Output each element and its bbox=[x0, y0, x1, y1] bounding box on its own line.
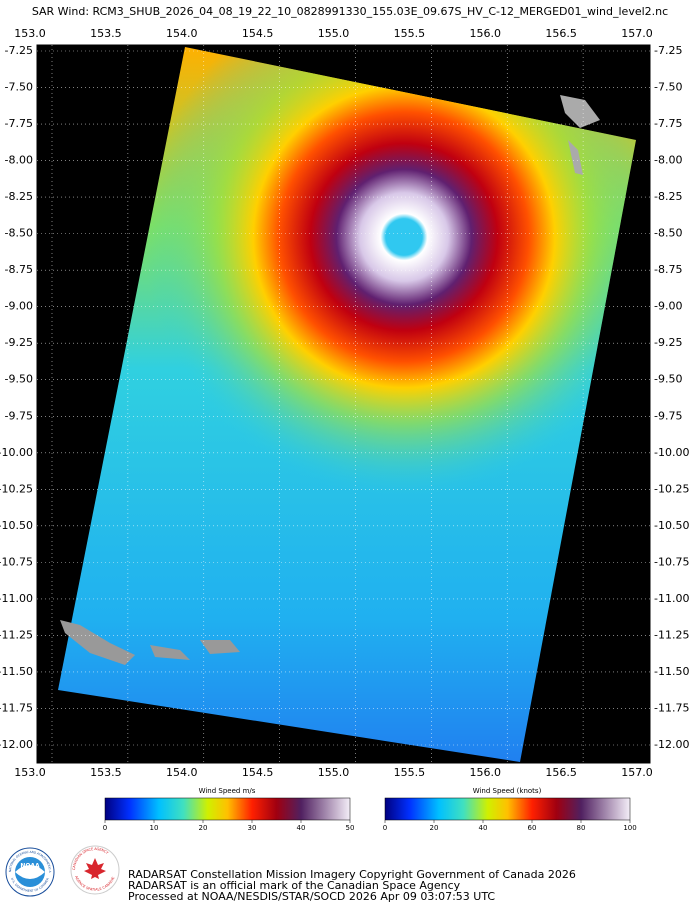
lat-tick-label: -7.75 bbox=[654, 117, 682, 130]
colorbar-tick-label: 0 bbox=[383, 824, 387, 832]
lat-tick-label: -9.00 bbox=[654, 300, 682, 313]
lon-tick-label: 157.0 bbox=[621, 766, 653, 779]
lon-tick-label: 154.5 bbox=[242, 27, 274, 40]
islands bbox=[560, 95, 600, 175]
colorbar-tick-label: 60 bbox=[528, 824, 537, 832]
lat-tick-label: -10.50 bbox=[0, 519, 33, 532]
lat-tick-label: -11.50 bbox=[654, 665, 689, 678]
lat-tick-label: -8.00 bbox=[654, 154, 682, 167]
lon-tick-label: 156.5 bbox=[545, 766, 577, 779]
lat-tick-label: -8.50 bbox=[654, 227, 682, 240]
lon-tick-label: 154.0 bbox=[166, 766, 198, 779]
lat-tick-label: -7.75 bbox=[5, 117, 33, 130]
colorbar-tick-label: 100 bbox=[623, 824, 636, 832]
lon-tick-label: 153.5 bbox=[90, 27, 122, 40]
lat-tick-label: -8.75 bbox=[5, 263, 33, 276]
storm-wind-field bbox=[58, 47, 636, 762]
lat-tick-label: -7.25 bbox=[5, 44, 33, 57]
lon-tick-label: 155.0 bbox=[318, 766, 350, 779]
lat-tick-label: -9.25 bbox=[5, 336, 33, 349]
lat-tick-label: -8.00 bbox=[5, 154, 33, 167]
lat-tick-label: -10.00 bbox=[654, 446, 689, 459]
colorbar-tick-label: 20 bbox=[199, 824, 208, 832]
lat-tick-label: -11.00 bbox=[0, 592, 33, 605]
colorbar-tick-label: 40 bbox=[479, 824, 488, 832]
footer-line: RADARSAT is an official mark of the Cana… bbox=[128, 879, 461, 892]
colorbar-label: Wind Speed (knots) bbox=[473, 787, 542, 795]
footer-line: Processed at NOAA/NESDIS/STAR/SOCD 2026 … bbox=[128, 890, 495, 903]
colorbar-tick-label: 0 bbox=[103, 824, 107, 832]
noaa-text: NOAA bbox=[20, 863, 40, 870]
lat-tick-label: -11.75 bbox=[654, 701, 689, 714]
colorbar-tick-label: 30 bbox=[248, 824, 257, 832]
colorbar-label: Wind Speed m/s bbox=[199, 787, 256, 795]
colorbar-tick-label: 50 bbox=[346, 824, 355, 832]
colorbar-tick-label: 40 bbox=[297, 824, 306, 832]
lon-tick-label: 156.0 bbox=[470, 766, 502, 779]
lat-tick-label: -12.00 bbox=[0, 738, 33, 751]
colorbar-ramp bbox=[384, 797, 631, 821]
lon-tick-label: 154.0 bbox=[166, 27, 198, 40]
lat-tick-label: -9.50 bbox=[654, 373, 682, 386]
lat-tick-label: -11.50 bbox=[0, 665, 33, 678]
lon-tick-label: 156.5 bbox=[545, 27, 577, 40]
lat-tick-label: -9.00 bbox=[5, 300, 33, 313]
lat-tick-label: -9.75 bbox=[5, 409, 33, 422]
map-border bbox=[36, 44, 651, 764]
maple-leaf bbox=[84, 858, 106, 879]
colorbar-tick-label: 80 bbox=[577, 824, 586, 832]
lat-tick-label: -7.25 bbox=[654, 44, 682, 57]
map bbox=[36, 44, 651, 764]
colorbar-ramp bbox=[104, 797, 351, 821]
lon-tick-label: 155.5 bbox=[394, 766, 426, 779]
lat-tick-label: -11.25 bbox=[0, 628, 33, 641]
lat-tick-label: -7.50 bbox=[654, 81, 682, 94]
colorbar-tick-label: 20 bbox=[430, 824, 439, 832]
lon-tick-label: 153.5 bbox=[90, 766, 122, 779]
lat-tick-label: -9.75 bbox=[654, 409, 682, 422]
lat-tick-label: -9.25 bbox=[654, 336, 682, 349]
lat-tick-label: -8.50 bbox=[5, 227, 33, 240]
colorbar: Wind Speed m/s Wind Speed (knots) bbox=[104, 787, 631, 821]
lat-tick-label: -7.50 bbox=[5, 81, 33, 94]
lat-tick-label: -8.75 bbox=[654, 263, 682, 276]
footer-line: RADARSAT Constellation Mission Imagery C… bbox=[128, 868, 576, 881]
lat-tick-label: -10.25 bbox=[0, 482, 33, 495]
lat-tick-label: -8.25 bbox=[654, 190, 682, 203]
lat-tick-label: -12.00 bbox=[654, 738, 689, 751]
lat-tick-label: -8.25 bbox=[5, 190, 33, 203]
lat-tick-label: -10.75 bbox=[654, 555, 689, 568]
lat-tick-label: -11.75 bbox=[0, 701, 33, 714]
lat-tick-label: -9.50 bbox=[5, 373, 33, 386]
title: SAR Wind: RCM3_SHUB_2026_04_08_19_22_10_… bbox=[32, 5, 668, 18]
noaa-gull bbox=[15, 865, 45, 879]
lat-tick-label: -10.00 bbox=[0, 446, 33, 459]
lat-tick-label: -10.25 bbox=[654, 482, 689, 495]
lon-tick-label: 156.0 bbox=[470, 27, 502, 40]
lat-tick-label: -10.75 bbox=[0, 555, 33, 568]
lat-tick-label: -11.25 bbox=[654, 628, 689, 641]
colorbar-tick-label: 10 bbox=[150, 824, 159, 832]
lon-tick-label: 157.0 bbox=[621, 27, 653, 40]
lat-tick-label: -10.50 bbox=[654, 519, 689, 532]
lon-tick-label: 153.0 bbox=[14, 27, 46, 40]
lon-tick-label: 155.5 bbox=[394, 27, 426, 40]
lon-tick-label: 155.0 bbox=[318, 27, 350, 40]
lon-tick-label: 154.5 bbox=[242, 766, 274, 779]
lon-tick-label: 153.0 bbox=[14, 766, 46, 779]
islands bbox=[60, 620, 240, 665]
lat-tick-label: -11.00 bbox=[654, 592, 689, 605]
